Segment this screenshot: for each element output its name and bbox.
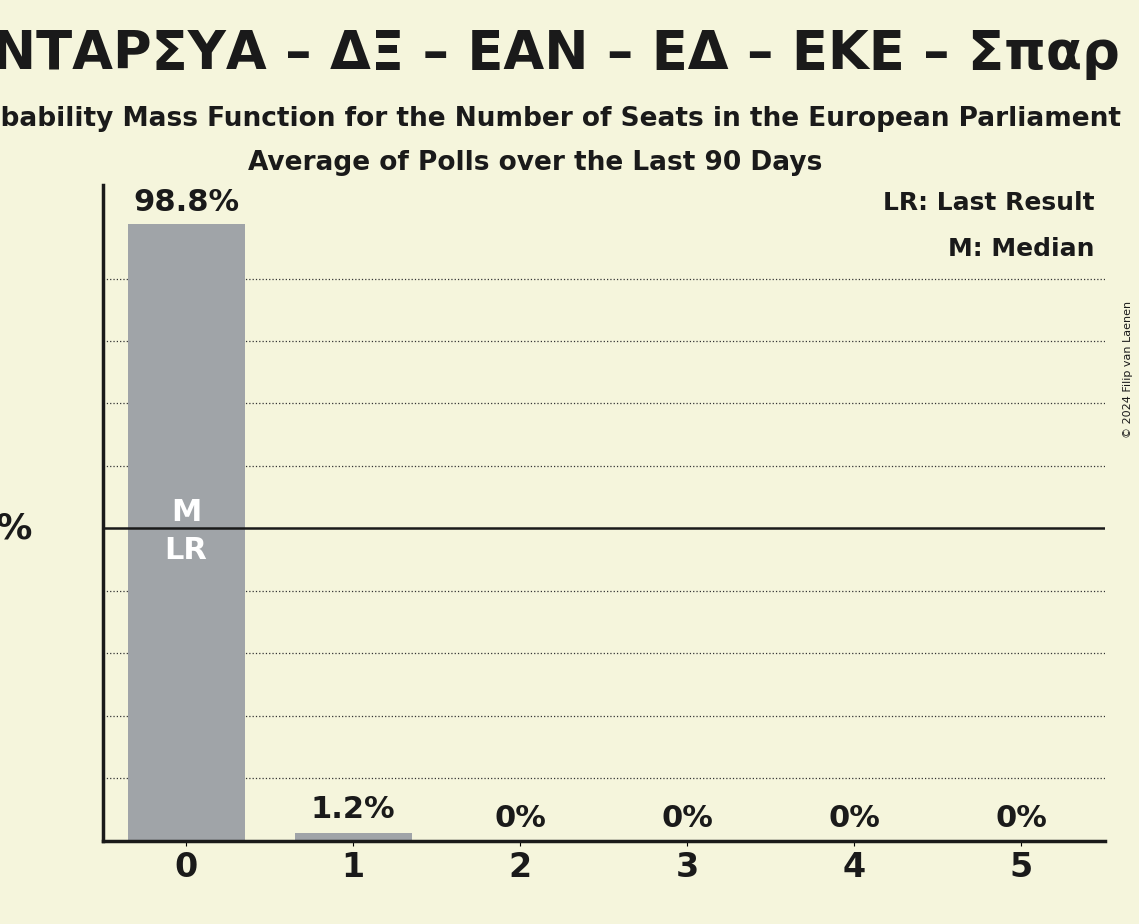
Bar	[128, 224, 245, 841]
Text: ΑΝΤΑΡΣΥΑ – ΔΞ – ΕΑΝ – ΕΔ – ΕΚΕ – Σπαρ: ΑΝΤΑΡΣΥΑ – ΔΞ – ΕΑΝ – ΕΔ – ΕΚΕ – Σπαρ	[0, 28, 1120, 79]
Text: Probability Mass Function for the Number of Seats in the European Parliament: Probability Mass Function for the Number…	[0, 106, 1121, 132]
Text: 50%: 50%	[0, 512, 32, 545]
Text: 0%: 0%	[828, 805, 880, 833]
Bar	[295, 833, 411, 841]
Text: 0%: 0%	[995, 805, 1047, 833]
Text: 1.2%: 1.2%	[311, 795, 395, 824]
Text: © 2024 Filip van Laenen: © 2024 Filip van Laenen	[1123, 301, 1133, 438]
Text: M: M	[171, 498, 202, 528]
Text: Average of Polls over the Last 90 Days: Average of Polls over the Last 90 Days	[248, 150, 822, 176]
Text: 0%: 0%	[662, 805, 713, 833]
Text: LR: Last Result: LR: Last Result	[883, 191, 1095, 215]
Text: 0%: 0%	[494, 805, 546, 833]
Text: LR: LR	[165, 536, 207, 565]
Text: M: Median: M: Median	[949, 237, 1095, 261]
Text: 98.8%: 98.8%	[133, 188, 239, 217]
